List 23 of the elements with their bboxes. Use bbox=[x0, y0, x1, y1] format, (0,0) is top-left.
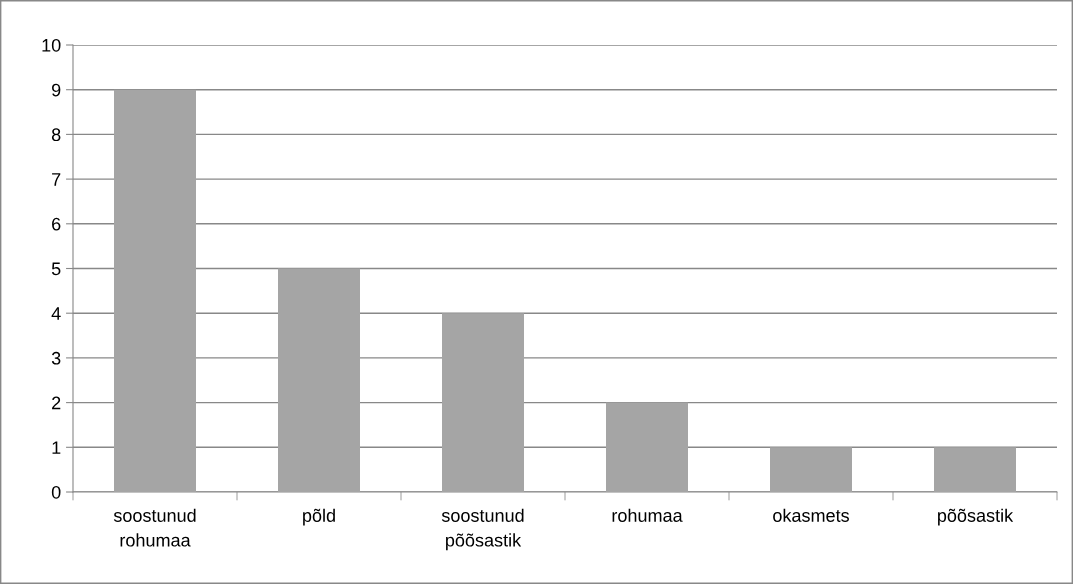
bar bbox=[770, 447, 852, 492]
x-tick-label: soostunud põõsastik bbox=[441, 508, 524, 551]
y-tick-label: 2 bbox=[52, 396, 61, 410]
y-tick-label: 8 bbox=[51, 128, 61, 142]
x-tick-label: põõsastik bbox=[938, 508, 1014, 526]
x-tick-label: rohumaa bbox=[612, 508, 683, 522]
x-tick-label: põld bbox=[303, 508, 335, 526]
y-tick-label: 6 bbox=[52, 217, 61, 231]
y-tick-label: 5 bbox=[51, 262, 61, 276]
y-tick-label: 1 bbox=[52, 441, 61, 454]
x-tick-label: soostunud rohumaa bbox=[113, 508, 196, 547]
bar bbox=[606, 402, 688, 492]
bar bbox=[278, 268, 360, 492]
y-tick-label: 0 bbox=[51, 485, 61, 499]
y-tick-label: 9 bbox=[52, 83, 61, 97]
bar bbox=[114, 89, 196, 492]
y-tick-label: 10 bbox=[42, 38, 61, 52]
bar bbox=[934, 447, 1016, 492]
y-tick-label: 4 bbox=[51, 307, 61, 320]
bar bbox=[442, 313, 524, 492]
y-tick-label: 7 bbox=[52, 173, 61, 186]
y-tick-label: 3 bbox=[51, 351, 61, 365]
x-tick-label: okasmets bbox=[773, 508, 849, 522]
